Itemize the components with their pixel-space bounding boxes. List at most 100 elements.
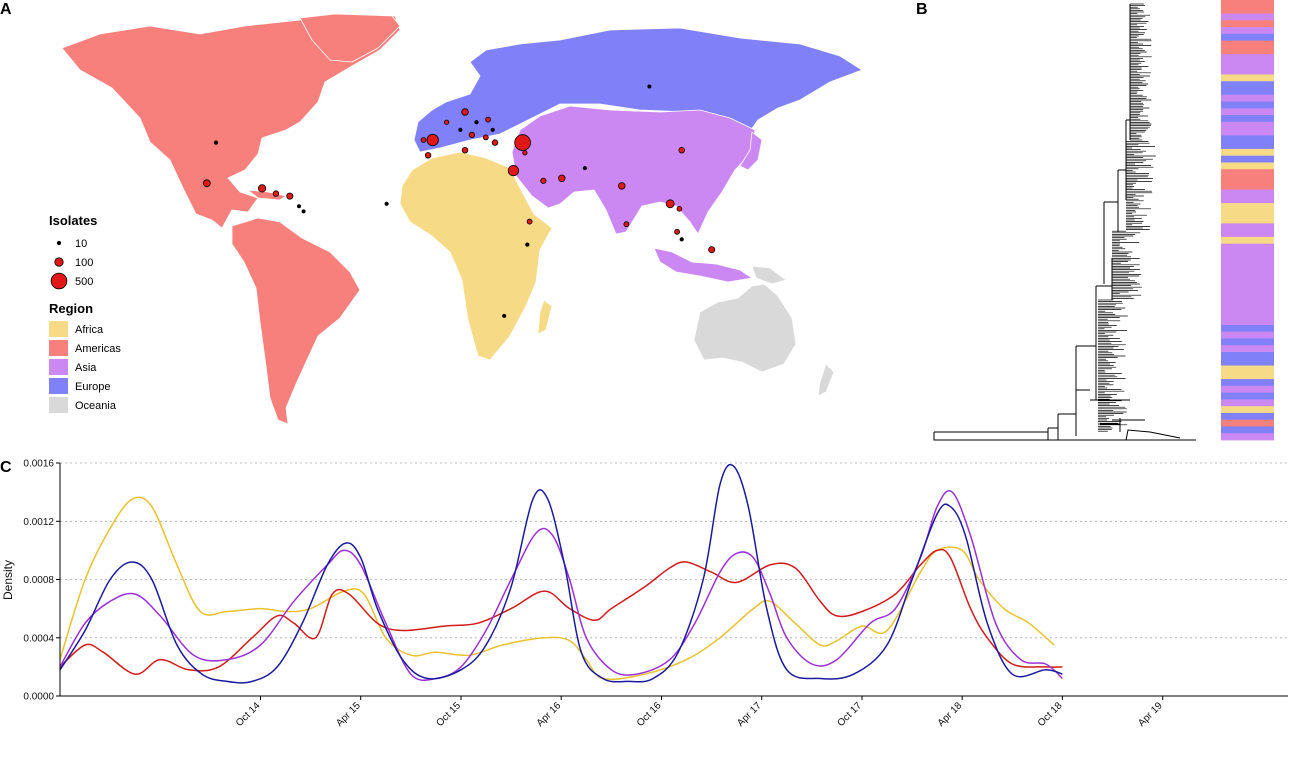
region-shape-africa: [399, 151, 553, 361]
x-tick-label: Apr 15: [334, 700, 363, 729]
region-shape-japan: [739, 131, 763, 171]
region-legend-swatch: [49, 321, 68, 337]
y-tick-label: 0.0004: [23, 633, 54, 644]
region-shape-new-guinea: [751, 265, 787, 285]
region-shape-asia: [511, 105, 756, 235]
region-legend-title: Region: [49, 301, 93, 316]
isolate-marker: [623, 221, 630, 228]
isolate-marker: [272, 190, 280, 197]
tree-strip-cell: [1221, 13, 1274, 21]
tree-strip-cell: [1221, 284, 1274, 292]
tree-strip-cell: [1221, 27, 1274, 35]
tree-strip-cell: [1221, 243, 1274, 251]
x-tick-label: Oct 15: [435, 700, 464, 729]
isolate-marker: [522, 150, 528, 156]
isolates-legend-label: 100: [75, 257, 93, 269]
y-tick-label: 0.0012: [23, 517, 54, 528]
tree-strip-cell: [1221, 209, 1274, 218]
tree-strip-cell: [1221, 277, 1274, 285]
tree-strip-cell: [1221, 223, 1274, 231]
phylogenetic-tree: [933, 4, 1196, 441]
isolate-marker: [679, 237, 684, 242]
region-shape-new-zealand: [817, 363, 835, 397]
tree-strip-cell: [1221, 47, 1274, 55]
region-shape-caribbean: [247, 189, 287, 201]
isolate-marker: [526, 218, 533, 225]
tree-strip-cell: [1221, 81, 1274, 89]
tree-strip-cell: [1221, 101, 1274, 109]
tree-strip-cell: [1221, 148, 1274, 157]
isolate-marker: [426, 133, 439, 147]
region-legend-items: Africa Americas Asia Europe Oceania: [49, 321, 121, 413]
region-legend-swatch: [49, 397, 68, 413]
tree-strip-cell: [1221, 419, 1274, 427]
region-legend-label: Africa: [75, 324, 104, 336]
chart-gridlines: [60, 462, 1288, 639]
region-legend-swatch: [49, 378, 68, 394]
panel-b-tree: B: [916, 0, 1274, 441]
chart-axes: 0.0000 0.0004 0.0008 0.0012 0.0016 Oct 14 Apr …: [23, 459, 1288, 729]
tree-strip-cell: [1221, 372, 1274, 380]
tree-strip-cell: [1221, 264, 1274, 272]
isolate-marker: [507, 165, 520, 177]
tree-strip-cell: [1221, 142, 1274, 150]
tree-strip-cell: [1221, 40, 1274, 48]
tree-strip-cell: [1221, 331, 1274, 339]
region-shape-europe-russia: [413, 27, 863, 153]
world-map-landmasses: [61, 13, 863, 425]
tree-strip-cell: [1221, 250, 1274, 258]
tree-strip-cell: [1221, 74, 1274, 82]
isolate-marker: [286, 192, 294, 200]
isolate-marker: [384, 201, 389, 206]
region-legend-label: Oceania: [75, 400, 117, 412]
panel-label-a: A: [0, 1, 12, 18]
region-legend-label: Asia: [75, 362, 97, 374]
x-tick-label: Oct 17: [836, 700, 865, 729]
isolate-marker: [618, 182, 626, 190]
region-shape-australia: [693, 283, 797, 373]
tree-branch-deep: [1090, 399, 1145, 432]
x-tick-label: Oct 14: [234, 700, 263, 729]
tree-strip-cell: [1221, 135, 1274, 143]
region-shape-indonesia: [653, 247, 753, 283]
isolate-marker: [558, 174, 566, 182]
tree-strip-cell: [1221, 270, 1274, 278]
tree-strip-cell: [1221, 20, 1274, 28]
tree-strip-cell: [1221, 121, 1274, 130]
tree-strip-cell: [1221, 196, 1274, 204]
region-legend-label: Europe: [75, 381, 110, 393]
isolate-marker: [502, 313, 507, 318]
isolates-legend-symbol: [54, 257, 64, 267]
region-shape-madagascar: [537, 299, 553, 335]
tree-strip-cell: [1221, 365, 1274, 373]
tree-tip-branches: [1098, 3, 1156, 432]
isolate-marker: [461, 108, 469, 116]
x-tick-label: Oct 18: [1036, 700, 1065, 729]
tree-strip-cell: [1221, 406, 1274, 414]
region-legend-label: Americas: [75, 343, 121, 355]
isolate-marker: [525, 242, 530, 247]
tree-strip-cell: [1221, 311, 1274, 319]
isolate-marker: [213, 140, 219, 145]
isolate-marker: [301, 209, 306, 214]
tree-strip-cell: [1221, 399, 1274, 407]
tree-strip-cell: [1221, 236, 1274, 245]
tree-strip-cell: [1221, 54, 1274, 62]
region-shape-south-america: [231, 217, 361, 425]
tree-strip-cell: [1221, 304, 1274, 312]
tree-strip-cell: [1221, 162, 1274, 170]
tree-branch-root: [933, 389, 1196, 441]
isolate-marker: [708, 246, 716, 254]
tree-strip-cell: [1221, 426, 1274, 434]
tree-strip-cell: [1221, 338, 1274, 346]
isolate-marker: [674, 228, 680, 235]
region-shape-greenland: [299, 13, 401, 63]
region-legend-swatch: [49, 340, 68, 356]
tree-strip-cell: [1221, 182, 1274, 190]
isolate-marker: [420, 137, 427, 143]
density-series-line: [59, 548, 1063, 675]
isolate-marker: [676, 206, 683, 212]
x-tick-label: Oct 16: [635, 700, 664, 729]
tree-strip-cell: [1221, 257, 1274, 265]
x-tick-label: Apr 19: [1136, 700, 1165, 729]
